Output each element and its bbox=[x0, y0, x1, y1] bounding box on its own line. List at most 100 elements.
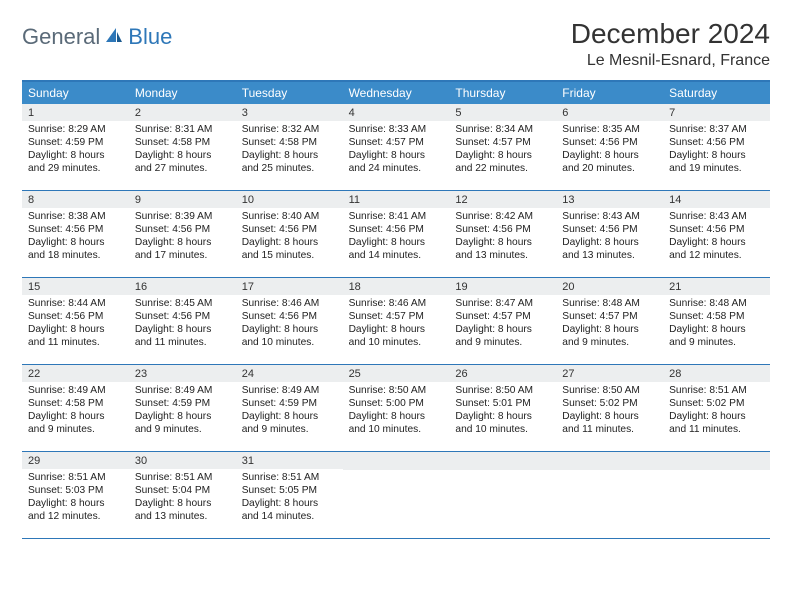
day-number: 7 bbox=[663, 104, 770, 121]
daylight-text: Daylight: 8 hours bbox=[242, 410, 337, 423]
cell-body: Sunrise: 8:48 AMSunset: 4:57 PMDaylight:… bbox=[556, 295, 663, 353]
daylight-text: Daylight: 8 hours bbox=[28, 236, 123, 249]
calendar-cell: 1Sunrise: 8:29 AMSunset: 4:59 PMDaylight… bbox=[22, 104, 129, 190]
calendar-cell bbox=[343, 452, 450, 538]
daylight-text: and 25 minutes. bbox=[242, 162, 337, 175]
sunrise-text: Sunrise: 8:50 AM bbox=[455, 384, 550, 397]
daylight-text: and 12 minutes. bbox=[28, 510, 123, 523]
daylight-text: Daylight: 8 hours bbox=[242, 149, 337, 162]
cell-body: Sunrise: 8:48 AMSunset: 4:58 PMDaylight:… bbox=[663, 295, 770, 353]
daylight-text: and 15 minutes. bbox=[242, 249, 337, 262]
cell-body: Sunrise: 8:45 AMSunset: 4:56 PMDaylight:… bbox=[129, 295, 236, 353]
sunset-text: Sunset: 4:58 PM bbox=[28, 397, 123, 410]
sunset-text: Sunset: 5:02 PM bbox=[562, 397, 657, 410]
sunset-text: Sunset: 4:57 PM bbox=[349, 136, 444, 149]
calendar-cell: 12Sunrise: 8:42 AMSunset: 4:56 PMDayligh… bbox=[449, 191, 556, 277]
sunrise-text: Sunrise: 8:40 AM bbox=[242, 210, 337, 223]
calendar-cell: 31Sunrise: 8:51 AMSunset: 5:05 PMDayligh… bbox=[236, 452, 343, 538]
sunrise-text: Sunrise: 8:48 AM bbox=[669, 297, 764, 310]
calendar: Sunday Monday Tuesday Wednesday Thursday… bbox=[22, 80, 770, 539]
daylight-text: Daylight: 8 hours bbox=[669, 323, 764, 336]
day-number bbox=[449, 452, 556, 470]
daylight-text: Daylight: 8 hours bbox=[562, 149, 657, 162]
sunset-text: Sunset: 4:56 PM bbox=[135, 310, 230, 323]
sunset-text: Sunset: 4:57 PM bbox=[562, 310, 657, 323]
day-number: 27 bbox=[556, 365, 663, 382]
day-number: 21 bbox=[663, 278, 770, 295]
calendar-cell bbox=[449, 452, 556, 538]
day-header: Thursday bbox=[449, 82, 556, 104]
day-number: 19 bbox=[449, 278, 556, 295]
daylight-text: and 9 minutes. bbox=[562, 336, 657, 349]
day-number: 22 bbox=[22, 365, 129, 382]
sunset-text: Sunset: 5:03 PM bbox=[28, 484, 123, 497]
cell-body: Sunrise: 8:46 AMSunset: 4:57 PMDaylight:… bbox=[343, 295, 450, 353]
sunset-text: Sunset: 4:56 PM bbox=[135, 223, 230, 236]
day-number: 1 bbox=[22, 104, 129, 121]
day-number: 11 bbox=[343, 191, 450, 208]
daylight-text: Daylight: 8 hours bbox=[455, 323, 550, 336]
sunrise-text: Sunrise: 8:29 AM bbox=[28, 123, 123, 136]
daylight-text: and 11 minutes. bbox=[135, 336, 230, 349]
cell-body: Sunrise: 8:44 AMSunset: 4:56 PMDaylight:… bbox=[22, 295, 129, 353]
daylight-text: Daylight: 8 hours bbox=[135, 236, 230, 249]
calendar-cell: 15Sunrise: 8:44 AMSunset: 4:56 PMDayligh… bbox=[22, 278, 129, 364]
sunrise-text: Sunrise: 8:43 AM bbox=[562, 210, 657, 223]
daylight-text: Daylight: 8 hours bbox=[135, 497, 230, 510]
calendar-cell: 11Sunrise: 8:41 AMSunset: 4:56 PMDayligh… bbox=[343, 191, 450, 277]
daylight-text: Daylight: 8 hours bbox=[135, 410, 230, 423]
daylight-text: Daylight: 8 hours bbox=[349, 236, 444, 249]
day-number: 31 bbox=[236, 452, 343, 469]
daylight-text: Daylight: 8 hours bbox=[562, 323, 657, 336]
daylight-text: Daylight: 8 hours bbox=[455, 149, 550, 162]
daylight-text: Daylight: 8 hours bbox=[349, 323, 444, 336]
day-number: 24 bbox=[236, 365, 343, 382]
sunrise-text: Sunrise: 8:51 AM bbox=[28, 471, 123, 484]
calendar-cell: 10Sunrise: 8:40 AMSunset: 4:56 PMDayligh… bbox=[236, 191, 343, 277]
daylight-text: Daylight: 8 hours bbox=[669, 236, 764, 249]
daylight-text: and 13 minutes. bbox=[562, 249, 657, 262]
sunset-text: Sunset: 4:59 PM bbox=[242, 397, 337, 410]
daylight-text: and 11 minutes. bbox=[28, 336, 123, 349]
sunrise-text: Sunrise: 8:46 AM bbox=[349, 297, 444, 310]
daylight-text: and 29 minutes. bbox=[28, 162, 123, 175]
calendar-cell: 18Sunrise: 8:46 AMSunset: 4:57 PMDayligh… bbox=[343, 278, 450, 364]
calendar-cell: 22Sunrise: 8:49 AMSunset: 4:58 PMDayligh… bbox=[22, 365, 129, 451]
day-number: 18 bbox=[343, 278, 450, 295]
month-title: December 2024 bbox=[571, 18, 770, 50]
cell-body: Sunrise: 8:50 AMSunset: 5:00 PMDaylight:… bbox=[343, 382, 450, 440]
daylight-text: and 9 minutes. bbox=[28, 423, 123, 436]
day-number: 16 bbox=[129, 278, 236, 295]
calendar-cell: 7Sunrise: 8:37 AMSunset: 4:56 PMDaylight… bbox=[663, 104, 770, 190]
sunrise-text: Sunrise: 8:50 AM bbox=[349, 384, 444, 397]
daylight-text: and 22 minutes. bbox=[455, 162, 550, 175]
sunrise-text: Sunrise: 8:32 AM bbox=[242, 123, 337, 136]
day-number: 20 bbox=[556, 278, 663, 295]
day-number: 12 bbox=[449, 191, 556, 208]
day-number: 26 bbox=[449, 365, 556, 382]
daylight-text: Daylight: 8 hours bbox=[349, 149, 444, 162]
daylight-text: and 10 minutes. bbox=[349, 336, 444, 349]
cell-body: Sunrise: 8:35 AMSunset: 4:56 PMDaylight:… bbox=[556, 121, 663, 179]
day-number: 8 bbox=[22, 191, 129, 208]
cell-body: Sunrise: 8:31 AMSunset: 4:58 PMDaylight:… bbox=[129, 121, 236, 179]
day-number: 14 bbox=[663, 191, 770, 208]
sunrise-text: Sunrise: 8:48 AM bbox=[562, 297, 657, 310]
daylight-text: Daylight: 8 hours bbox=[669, 410, 764, 423]
sunrise-text: Sunrise: 8:33 AM bbox=[349, 123, 444, 136]
day-header: Saturday bbox=[663, 82, 770, 104]
day-header: Monday bbox=[129, 82, 236, 104]
cell-body: Sunrise: 8:51 AMSunset: 5:02 PMDaylight:… bbox=[663, 382, 770, 440]
day-number: 6 bbox=[556, 104, 663, 121]
daylight-text: and 14 minutes. bbox=[242, 510, 337, 523]
daylight-text: and 18 minutes. bbox=[28, 249, 123, 262]
cell-body: Sunrise: 8:50 AMSunset: 5:02 PMDaylight:… bbox=[556, 382, 663, 440]
calendar-cell: 6Sunrise: 8:35 AMSunset: 4:56 PMDaylight… bbox=[556, 104, 663, 190]
sunrise-text: Sunrise: 8:44 AM bbox=[28, 297, 123, 310]
day-header: Wednesday bbox=[343, 82, 450, 104]
sunrise-text: Sunrise: 8:51 AM bbox=[135, 471, 230, 484]
page-header: General Blue December 2024 Le Mesnil-Esn… bbox=[22, 18, 770, 70]
sunrise-text: Sunrise: 8:35 AM bbox=[562, 123, 657, 136]
sunset-text: Sunset: 4:56 PM bbox=[669, 136, 764, 149]
logo: General Blue bbox=[22, 18, 172, 50]
